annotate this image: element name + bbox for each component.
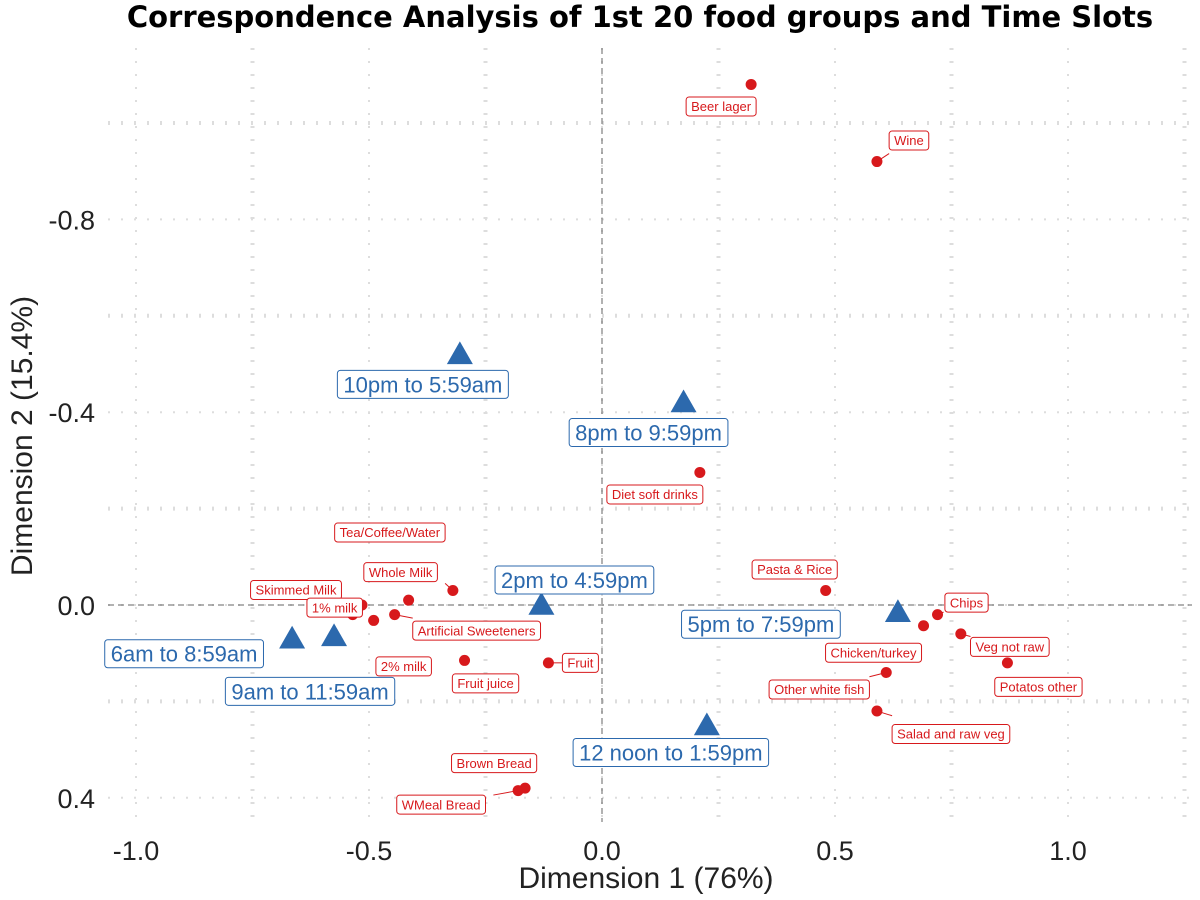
time-label-box [572, 738, 770, 767]
food-point [694, 466, 706, 478]
time-slot-point [693, 712, 720, 736]
food-label-box [751, 559, 838, 580]
food-point [459, 654, 471, 666]
x-tick-label: 0.5 [816, 836, 854, 866]
y-tick-label: -0.4 [48, 398, 95, 428]
food-label-text: Brown Bread [457, 756, 532, 771]
food-label-text: Pasta & Rice [757, 562, 832, 577]
food-label-text: 1% milk [312, 600, 358, 615]
y-tick-label: 0.4 [57, 784, 95, 814]
food-point [955, 628, 967, 640]
food-point [880, 666, 892, 678]
time-label-text: 12 noon to 1:59pm [579, 740, 762, 765]
food-label-box [768, 679, 870, 700]
food-label-box [561, 652, 599, 673]
time-label-text: 2pm to 4:59pm [501, 568, 648, 593]
food-label-box [944, 592, 989, 613]
food-label-box [451, 673, 520, 694]
food-point [542, 657, 554, 669]
x-axis-title: Dimension 1 (76%) [518, 862, 773, 895]
food-label-box [994, 676, 1083, 697]
food-label-box [606, 484, 704, 505]
food-label-box [334, 522, 446, 543]
time-slot-point [279, 625, 306, 649]
food-point [389, 609, 401, 621]
food-point [512, 785, 524, 797]
food-label-box [451, 753, 538, 774]
food-point [871, 156, 883, 168]
food-label-text: Whole Milk [369, 565, 433, 580]
food-label-box [891, 724, 1011, 745]
time-label-text: 10pm to 5:59am [343, 372, 502, 397]
food-point [820, 585, 832, 597]
time-label-box [104, 639, 264, 669]
food-point [1001, 657, 1013, 669]
reference-lines [108, 48, 1192, 822]
food-label-text: Fruit [567, 656, 593, 671]
food-label-text: Salad and raw veg [897, 727, 1005, 742]
x-tick-label: -0.5 [346, 836, 393, 866]
food-label-text: Other white fish [774, 682, 864, 697]
time-label-text: 8pm to 9:59pm [575, 420, 722, 445]
x-tick-label: 1.0 [1049, 836, 1087, 866]
time-slot-point [670, 389, 697, 413]
y-axis-title: Dimension 2 (15.4%) [6, 296, 39, 576]
food-label-box [825, 642, 923, 663]
food-point [403, 594, 415, 606]
x-tick-label: -1.0 [113, 836, 160, 866]
food-label-text: Wine [894, 133, 924, 148]
time-label-text: 9am to 11:59am [231, 679, 388, 704]
food-label-box [969, 636, 1050, 657]
y-tick-label: -0.8 [48, 205, 95, 235]
time-slot-point [528, 592, 555, 615]
food-point [918, 620, 930, 632]
food-label-text: 2% milk [381, 659, 427, 674]
food-label-text: Beer lager [691, 99, 752, 114]
food-label-text: Chips [950, 595, 984, 610]
food-label-box [375, 656, 432, 677]
food-label-text: Chicken/turkey [831, 645, 917, 660]
time-slot-point [446, 341, 473, 365]
x-tick-label: 0.0 [583, 836, 621, 866]
food-label-box [250, 580, 342, 600]
food-label-text: Veg not raw [975, 640, 1044, 655]
food-point [871, 705, 883, 717]
food-label-box [685, 96, 757, 117]
y-tick-label: 0.0 [57, 591, 95, 621]
food-label-text: Tea/Coffee/Water [340, 525, 441, 540]
food-label-box [888, 130, 930, 151]
time-label-text: 6am to 8:59am [111, 642, 258, 667]
time-label-box [336, 369, 509, 399]
food-label-text: Fruit juice [457, 676, 513, 691]
food-label-text: Artificial Sweeteners [418, 623, 536, 638]
food-label-box [363, 562, 438, 583]
time-slot-point [321, 623, 348, 647]
food-label-box [412, 620, 542, 641]
food-label-text: Diet soft drinks [612, 487, 698, 502]
time-label-text: 5pm to 7:59pm [688, 612, 835, 637]
food-label-text: WMeal Bread [402, 797, 481, 812]
time-label-box [494, 565, 655, 595]
time-slot-point [884, 599, 911, 622]
food-label-box [396, 794, 486, 815]
label-layer: Beer lager Wine Diet soft drinks Tea/Coffee… [104, 96, 1083, 815]
time-label-box [224, 676, 396, 706]
food-point [745, 78, 757, 90]
time-label-box [681, 609, 841, 639]
food-point [932, 609, 944, 621]
food-label-box [306, 597, 363, 618]
time-label-box [568, 418, 729, 448]
food-point [447, 585, 459, 597]
chart-title: Correspondence Analysis of 1st 20 food g… [127, 0, 1153, 34]
food-label-text: Potatos other [1000, 680, 1078, 695]
food-label-text: Skimmed Milk [256, 583, 337, 598]
tick-labels: -1.0 -0.5 0.0 0.5 1.0 -0.8 -0.4 0.0 0.4 [48, 205, 1086, 866]
food-point [368, 614, 380, 626]
